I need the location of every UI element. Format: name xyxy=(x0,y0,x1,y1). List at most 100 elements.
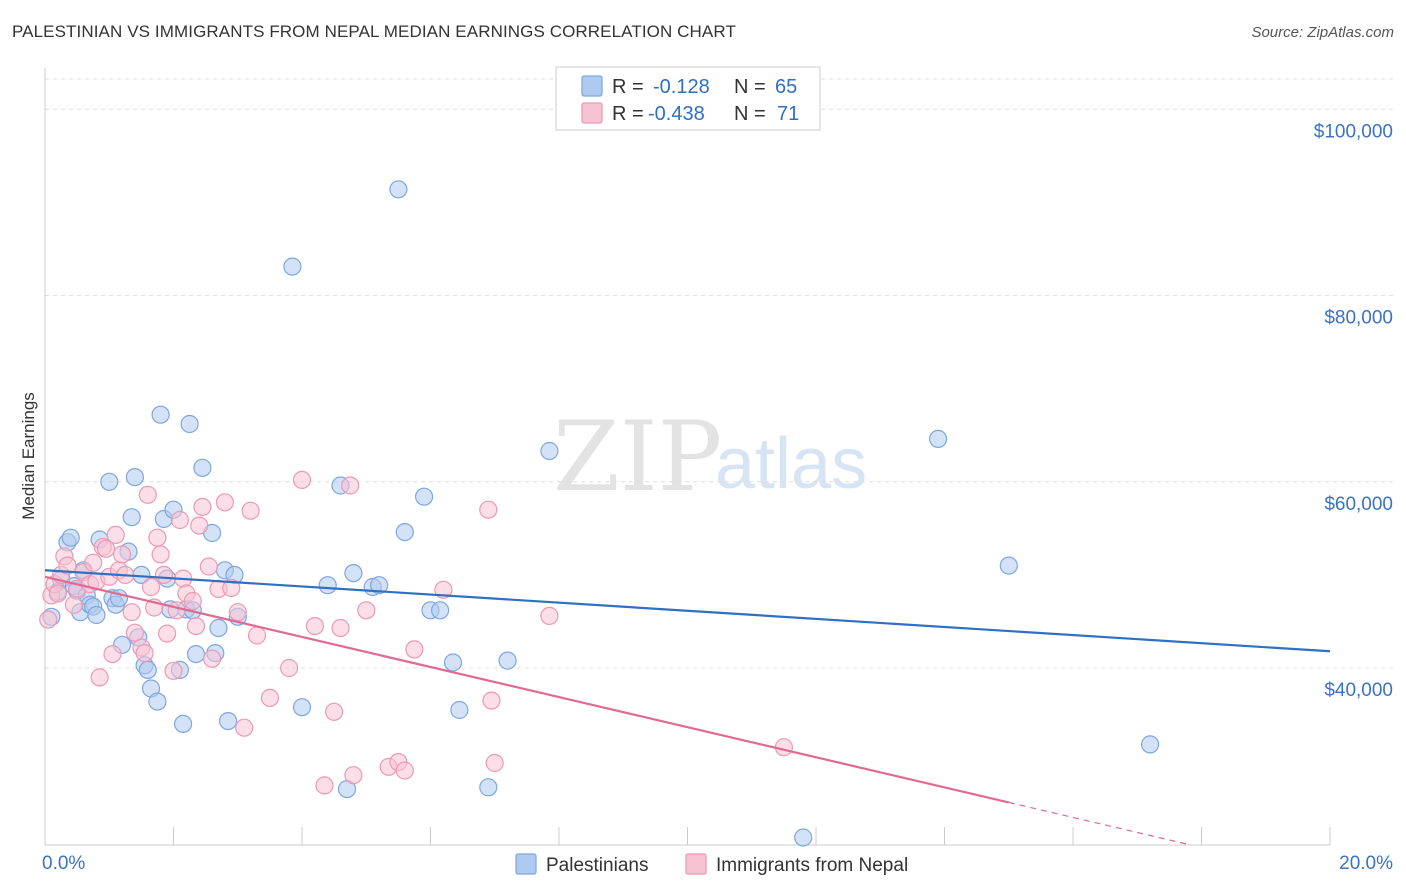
point-palestinians-61 xyxy=(450,700,469,720)
y-tick-label-0: $40,000 xyxy=(1324,680,1393,701)
axes: $40,000 $60,000 $80,000 $100,000 0.0% 20.0% xyxy=(42,68,1393,874)
point-palestinians-67 xyxy=(999,556,1018,575)
watermark-atlas: atlas xyxy=(715,424,867,504)
point-nepal-15 xyxy=(96,539,116,558)
point-nepal-23 xyxy=(125,623,144,642)
point-palestinians-28 xyxy=(151,405,170,424)
point-palestinians-21 xyxy=(125,468,144,487)
point-nepal-51 xyxy=(260,688,279,708)
point-nepal-57 xyxy=(331,618,350,638)
point-palestinians-4 xyxy=(61,528,80,547)
point-palestinians-36 xyxy=(180,414,199,434)
point-nepal-25 xyxy=(135,643,154,663)
point-nepal-42 xyxy=(199,557,218,576)
legend-r-label-2: R = xyxy=(612,103,644,125)
watermark-zip: ZIP xyxy=(553,401,722,513)
point-palestinians-62 xyxy=(479,778,498,797)
point-palestinians-47 xyxy=(283,257,302,276)
point-palestinians-49 xyxy=(318,576,337,595)
point-nepal-45 xyxy=(215,493,234,512)
point-palestinians-48 xyxy=(292,698,312,717)
series-palestinians-points xyxy=(42,180,1160,847)
legend-r-label-1: R = xyxy=(612,76,644,98)
point-palestinians-66 xyxy=(928,429,948,448)
legend-r-value-1: -0.128 xyxy=(653,76,710,98)
point-nepal-59 xyxy=(344,766,363,785)
legend-n-label-2: N = xyxy=(734,103,766,125)
point-palestinians-63 xyxy=(498,651,517,670)
source-credit: Source: ZipAtlas.com xyxy=(1251,24,1394,41)
point-nepal-17 xyxy=(103,644,122,664)
point-nepal-38 xyxy=(183,591,202,611)
y-tick-label-2: $80,000 xyxy=(1324,308,1393,329)
point-palestinians-60 xyxy=(443,653,463,672)
series-nepal-points xyxy=(39,470,794,795)
bottom-legend-swatch-nepal xyxy=(685,853,707,875)
point-nepal-43 xyxy=(203,649,222,668)
bottom-legend-swatch-palestinians xyxy=(515,853,537,875)
point-palestinians-64 xyxy=(540,441,559,461)
point-palestinians-39 xyxy=(193,458,212,477)
point-nepal-32 xyxy=(158,624,177,643)
legend-swatch-palestinians xyxy=(581,75,603,97)
point-nepal-11 xyxy=(84,553,103,572)
point-nepal-20 xyxy=(112,545,132,564)
gridlines xyxy=(45,78,1393,669)
point-palestinians-20 xyxy=(122,508,141,527)
point-palestinians-27 xyxy=(148,692,167,711)
point-nepal-18 xyxy=(106,525,125,545)
y-tick-label-1: $60,000 xyxy=(1324,494,1393,515)
point-nepal-50 xyxy=(247,626,267,645)
point-nepal-52 xyxy=(280,658,299,678)
point-palestinians-34 xyxy=(174,714,193,734)
legend-n-value-2: 71 xyxy=(777,103,799,125)
point-nepal-64 xyxy=(405,640,424,659)
point-nepal-60 xyxy=(357,601,376,620)
point-palestinians-54 xyxy=(370,576,389,595)
point-nepal-6 xyxy=(58,556,77,575)
point-nepal-48 xyxy=(235,718,254,737)
point-nepal-69 xyxy=(540,606,559,626)
trend-line-palestinians xyxy=(44,569,1331,653)
point-nepal-3 xyxy=(48,584,68,603)
point-palestinians-68 xyxy=(1140,735,1160,754)
legend-swatch-nepal xyxy=(581,102,603,124)
series-legend: Palestinians Immigrants from Nepal xyxy=(515,853,908,876)
point-nepal-26 xyxy=(138,485,157,504)
point-nepal-13 xyxy=(90,668,109,687)
point-palestinians-59 xyxy=(431,601,450,620)
point-nepal-7 xyxy=(64,595,84,614)
point-nepal-31 xyxy=(154,565,173,585)
point-palestinians-56 xyxy=(395,522,414,542)
point-nepal-68 xyxy=(485,753,504,773)
point-palestinians-55 xyxy=(389,180,408,199)
x-tick-label-0: 0.0% xyxy=(42,853,85,874)
legend-r-value-2: -0.438 xyxy=(648,103,705,125)
legend-n-value-1: 65 xyxy=(775,76,797,98)
point-palestinians-14 xyxy=(100,472,119,491)
point-nepal-34 xyxy=(167,601,186,620)
point-palestinians-38 xyxy=(186,644,206,664)
point-nepal-39 xyxy=(186,616,206,636)
point-nepal-46 xyxy=(222,578,241,598)
point-nepal-54 xyxy=(305,616,324,636)
point-palestinians-57 xyxy=(415,487,434,506)
bottom-legend-label-palestinians: Palestinians xyxy=(546,855,648,876)
point-nepal-55 xyxy=(315,776,334,795)
x-tick-label-1: 20.0% xyxy=(1339,853,1393,874)
watermark: ZIP atlas xyxy=(553,401,867,513)
point-nepal-58 xyxy=(341,476,360,495)
point-nepal-56 xyxy=(325,702,344,721)
point-nepal-67 xyxy=(482,691,501,710)
point-nepal-27 xyxy=(141,577,161,597)
point-palestinians-44 xyxy=(219,711,238,731)
point-palestinians-65 xyxy=(794,828,813,847)
point-nepal-63 xyxy=(395,761,414,780)
chart-title: PALESTINIAN VS IMMIGRANTS FROM NEPAL MED… xyxy=(12,22,736,41)
point-nepal-0 xyxy=(39,610,58,629)
point-palestinians-42 xyxy=(209,618,228,638)
point-nepal-35 xyxy=(170,510,189,530)
point-nepal-40 xyxy=(190,516,209,535)
point-nepal-33 xyxy=(164,661,183,680)
